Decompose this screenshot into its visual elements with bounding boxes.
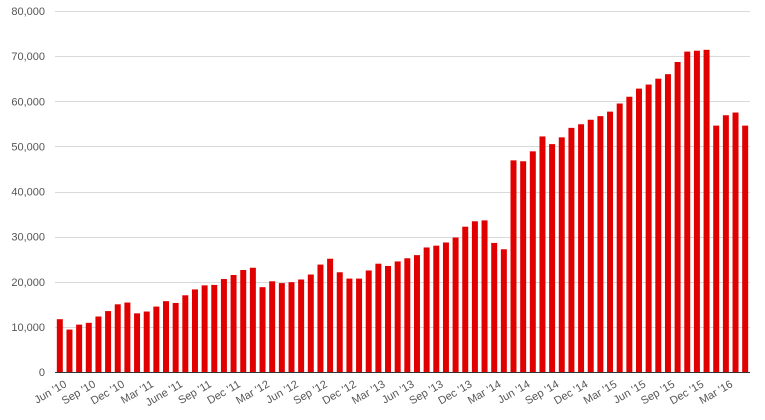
x-tick-label: Dec '10	[89, 378, 127, 407]
bars	[56, 49, 749, 373]
y-tick-label: 60,000	[11, 96, 45, 108]
bar	[114, 304, 121, 372]
bar	[317, 264, 324, 372]
bar	[587, 119, 594, 372]
bar	[66, 329, 73, 372]
bar	[394, 261, 401, 372]
bar	[616, 103, 623, 372]
bar	[211, 284, 218, 372]
bar	[134, 313, 141, 372]
bar	[288, 282, 295, 372]
bar	[365, 270, 372, 372]
bar	[491, 242, 498, 372]
bar	[510, 160, 517, 372]
bar	[385, 265, 392, 372]
bar	[375, 263, 382, 372]
bar	[471, 221, 478, 372]
bar	[626, 96, 633, 373]
bar	[597, 116, 604, 372]
bar	[153, 306, 160, 372]
x-tick-label: Mar '14	[466, 378, 503, 407]
bar	[269, 281, 276, 372]
bar	[259, 287, 266, 372]
bar	[664, 74, 671, 373]
bar	[220, 279, 227, 372]
grid-lines	[55, 11, 750, 328]
bar	[529, 151, 536, 372]
y-tick-label: 70,000	[11, 51, 45, 63]
bar	[346, 278, 353, 372]
bar	[336, 272, 343, 372]
bar	[481, 220, 488, 372]
bar	[56, 319, 63, 372]
bar	[722, 115, 729, 373]
bar	[278, 283, 285, 372]
y-tick-label: 10,000	[11, 322, 45, 334]
bar	[230, 274, 237, 372]
x-tick-label: Mar '16	[697, 378, 734, 407]
bar	[693, 50, 700, 373]
bar	[462, 226, 469, 372]
bar	[442, 242, 449, 372]
bar	[636, 88, 642, 373]
y-tick-label: 20,000	[11, 277, 45, 289]
bar	[568, 127, 575, 373]
y-tick-label: 50,000	[11, 141, 45, 153]
bar	[742, 125, 749, 373]
bar	[298, 279, 305, 372]
y-axis-ticks: 0 10,000 20,000 30,000 40,000 50,000 60,000 70,…	[11, 6, 45, 379]
bar	[423, 247, 430, 372]
bar	[182, 295, 189, 372]
bar	[95, 316, 102, 372]
bar	[85, 322, 92, 372]
bar	[163, 301, 169, 372]
bar	[356, 278, 363, 372]
bar	[124, 302, 131, 372]
y-tick-label: 80,000	[11, 6, 45, 18]
bar	[674, 61, 681, 373]
bar	[732, 112, 739, 372]
bar	[452, 237, 459, 372]
bar	[520, 161, 527, 372]
x-tick-label: Mar '15	[582, 378, 619, 407]
bar	[307, 274, 314, 372]
bar	[172, 302, 179, 372]
bar	[539, 136, 546, 372]
y-tick-label: 30,000	[11, 232, 45, 244]
bar	[105, 311, 112, 372]
bar	[645, 84, 652, 373]
bar	[413, 255, 420, 372]
bar	[327, 258, 334, 372]
bar	[703, 49, 710, 373]
bar	[76, 324, 83, 372]
bar	[240, 270, 247, 372]
y-tick-label: 0	[39, 367, 45, 379]
bar	[404, 258, 411, 372]
bar	[191, 289, 198, 372]
y-tick-label: 40,000	[11, 187, 45, 199]
bar	[433, 245, 440, 372]
bar	[655, 78, 662, 372]
bar	[500, 249, 507, 372]
bar	[201, 285, 208, 372]
bar	[713, 125, 720, 373]
bar	[249, 267, 256, 372]
bar	[607, 111, 614, 372]
x-tick-label: Mar '12	[234, 378, 271, 407]
bar	[549, 144, 556, 372]
bar	[684, 51, 691, 373]
bar	[578, 124, 585, 372]
bar	[558, 137, 565, 372]
x-tick-label: Mar '13	[350, 378, 387, 407]
bar	[143, 311, 150, 372]
